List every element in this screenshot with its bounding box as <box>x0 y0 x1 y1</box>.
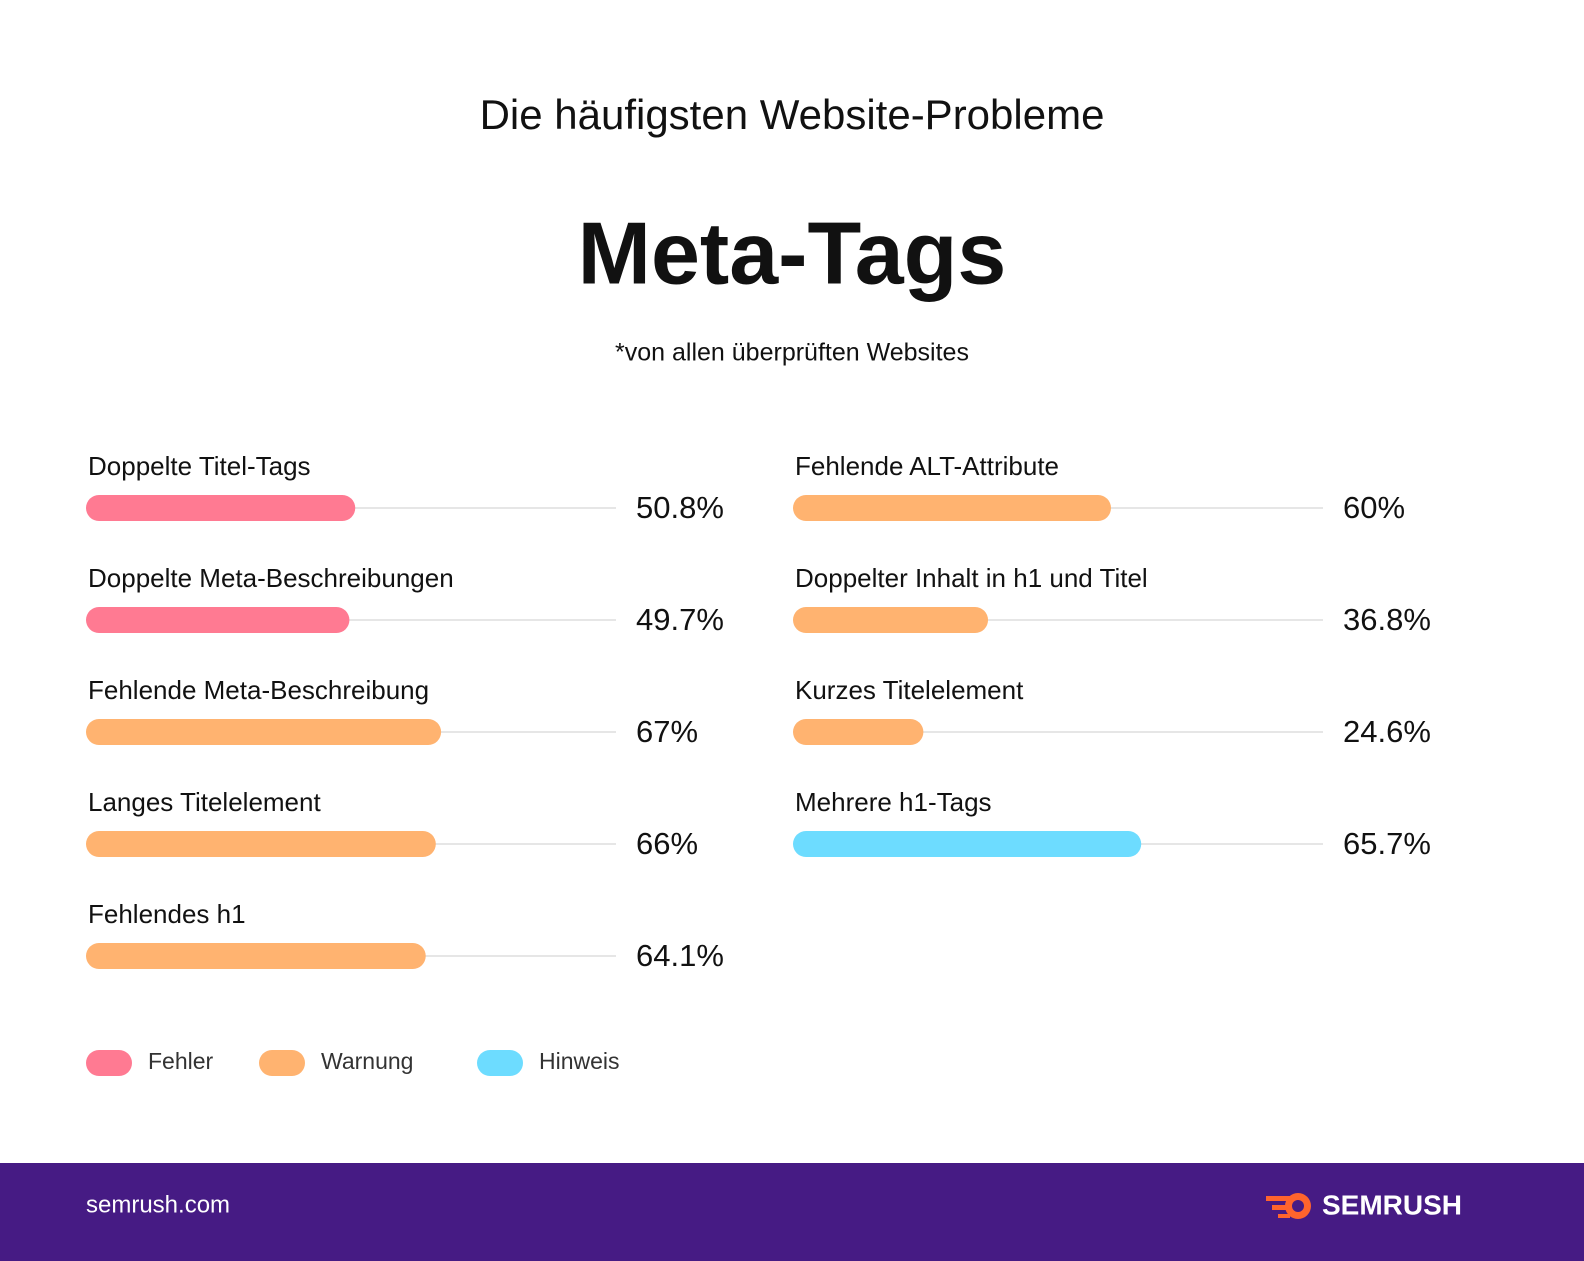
footer-brand: SEMRUSH <box>1322 1189 1462 1220</box>
legend-swatch <box>477 1050 523 1076</box>
logo-icon <box>1266 1193 1311 1219</box>
bar <box>793 719 924 745</box>
bar-label: Doppelte Titel-Tags <box>88 451 311 481</box>
value-label: 49.7% <box>636 602 724 637</box>
bar <box>793 831 1142 857</box>
bar <box>86 943 426 969</box>
bar-label: Langes Titelelement <box>88 787 321 817</box>
value-label: 60% <box>1343 490 1405 525</box>
legend-label: Warnung <box>321 1048 413 1074</box>
bar-label: Fehlende ALT-Attribute <box>795 451 1059 481</box>
value-label: 24.6% <box>1343 714 1431 749</box>
bar-label: Doppelter Inhalt in h1 und Titel <box>795 563 1148 593</box>
footer-bar <box>0 1163 1584 1261</box>
bar <box>793 607 989 633</box>
value-label: 65.7% <box>1343 826 1431 861</box>
footer-url: semrush.com <box>86 1191 230 1218</box>
bar-label: Mehrere h1-Tags <box>795 787 992 817</box>
chart-subtitle: *von allen überprüften Websites <box>615 339 969 367</box>
legend-swatch <box>259 1050 305 1076</box>
value-label: 67% <box>636 714 698 749</box>
value-label: 50.8% <box>636 490 724 525</box>
bar-label: Fehlendes h1 <box>88 899 246 929</box>
supertitle: Die häufigsten Website-Probleme <box>480 91 1105 138</box>
bar <box>86 831 436 857</box>
value-label: 36.8% <box>1343 602 1431 637</box>
bar <box>86 719 442 745</box>
chart-title: Meta-Tags <box>578 203 1007 302</box>
bar-label: Doppelte Meta-Beschreibungen <box>88 563 454 593</box>
value-label: 66% <box>636 826 698 861</box>
bar <box>793 495 1111 521</box>
value-label: 64.1% <box>636 938 724 973</box>
legend-label: Fehler <box>148 1048 214 1074</box>
bar-label: Kurzes Titelelement <box>795 675 1024 705</box>
bar-label: Fehlende Meta-Beschreibung <box>88 675 429 705</box>
legend-label: Hinweis <box>539 1048 620 1074</box>
bar <box>86 607 350 633</box>
legend-swatch <box>86 1050 132 1076</box>
bar <box>86 495 356 521</box>
